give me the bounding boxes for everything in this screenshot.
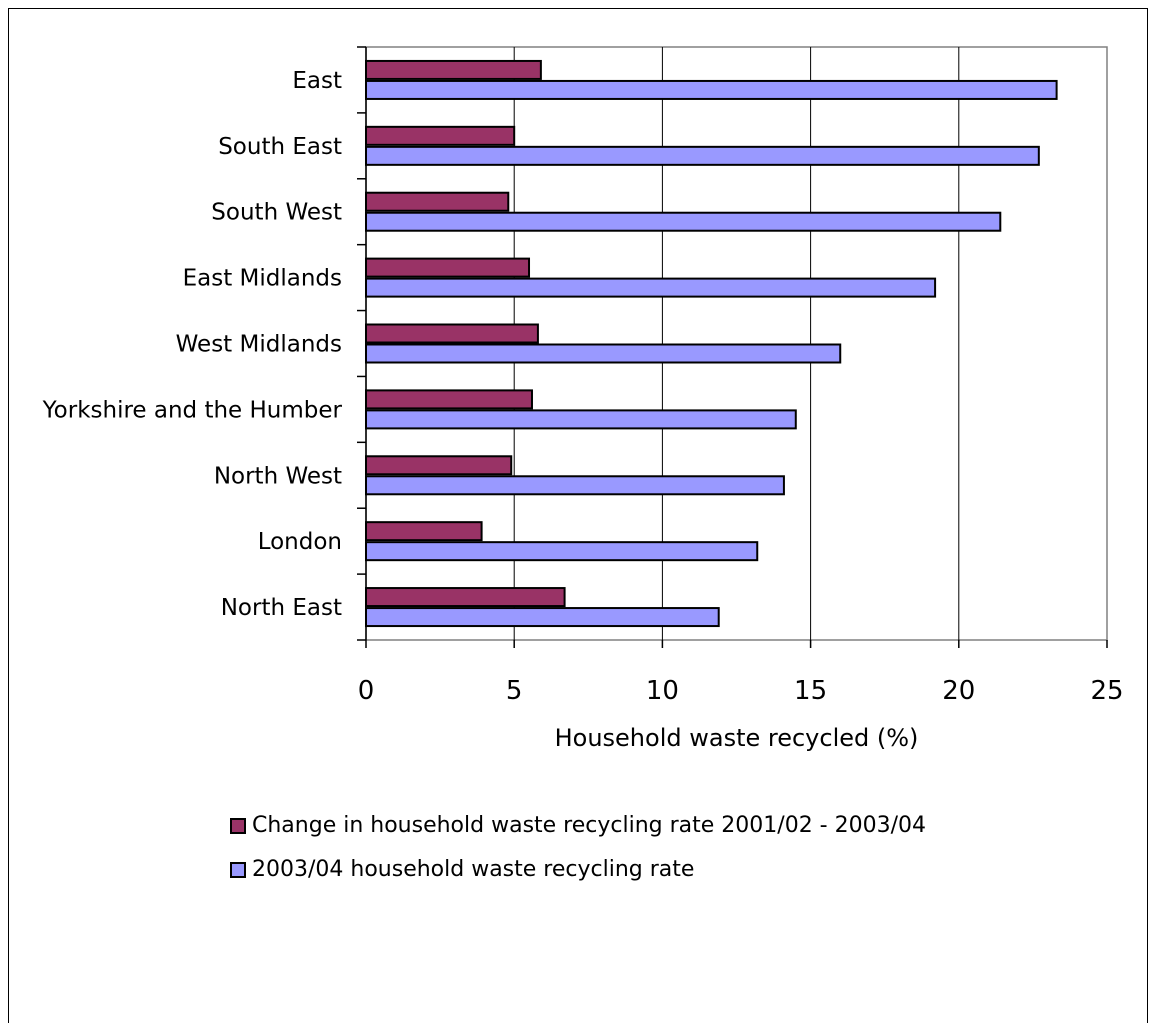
bar-rate [365, 409, 797, 430]
bar-change [365, 521, 483, 542]
bar-rate [365, 475, 785, 496]
bar-rate [365, 79, 1058, 100]
category-label: North West [214, 463, 342, 489]
x-axis-title: Household waste recycled (%) [555, 724, 919, 752]
legend-label-change: Change in household waste recycling rate… [252, 813, 927, 838]
legend-label-rate: 2003/04 household waste recycling rate [252, 857, 695, 882]
x-tick-label-20: 20 [942, 676, 975, 706]
legend-swatch-rate [230, 861, 246, 878]
chart-frame [8, 8, 1148, 1023]
legend-item-change: Change in household waste recycling rate… [230, 813, 926, 838]
legend-swatch-change [230, 817, 246, 834]
category-label: South West [211, 200, 342, 226]
bar-change [365, 59, 542, 80]
bar-rate [365, 211, 1002, 232]
bar-change [365, 587, 566, 608]
category-label: London [258, 529, 342, 555]
bar-rate [365, 145, 1040, 166]
category-label: South East [218, 134, 342, 160]
category-label: West Midlands [176, 332, 342, 358]
category-label: East [292, 68, 342, 94]
bar-change [365, 125, 516, 146]
category-label: Yorkshire and the Humber [42, 397, 343, 423]
x-tick-label-5: 5 [506, 676, 523, 706]
bar-change [365, 389, 533, 410]
bar-rate [365, 343, 842, 364]
legend-item-rate: 2003/04 household waste recycling rate [230, 857, 694, 882]
bar-rate [365, 607, 720, 628]
bar-change [365, 455, 513, 476]
x-tick-label-15: 15 [794, 676, 827, 706]
bar-rate [365, 541, 759, 562]
x-tick-label-25: 25 [1090, 676, 1123, 706]
category-label: East Midlands [183, 266, 342, 292]
category-label: North East [221, 595, 342, 621]
bar-change [365, 257, 531, 278]
bar-rate [365, 277, 937, 298]
bar-change [365, 323, 539, 344]
x-tick-label-10: 10 [646, 676, 679, 706]
x-tick-label-0: 0 [358, 676, 375, 706]
bar-change [365, 191, 510, 212]
